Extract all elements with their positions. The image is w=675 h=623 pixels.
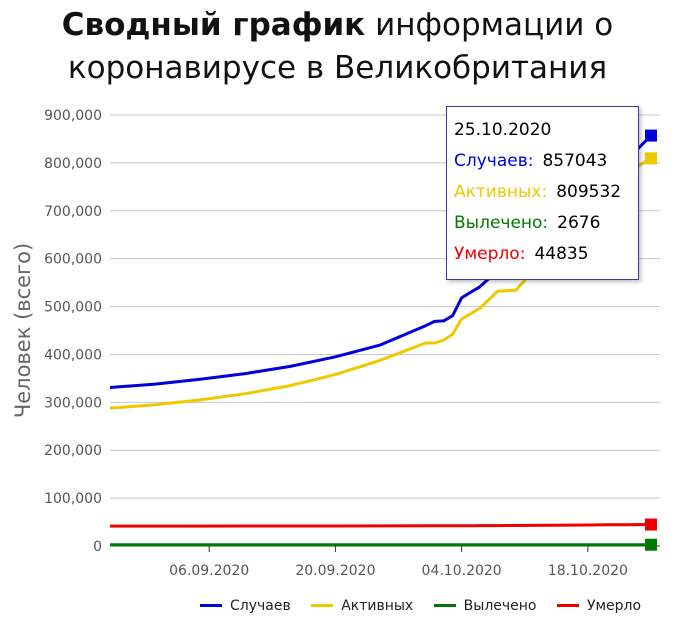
legend-item-active[interactable]: Активных — [311, 598, 413, 614]
series-lines — [109, 129, 657, 551]
axes: 0 100,000 200,000 300,000 400,000 500,000 600,… — [11, 108, 628, 579]
legend-swatch-deaths — [556, 603, 579, 607]
x-tick-label-0: 06.09.2020 — [169, 563, 249, 579]
x-tick-label-2: 04.10.2020 — [422, 563, 502, 579]
tooltip-row-recovered: Вылечено: 2676 — [454, 211, 638, 242]
y-tick-label-5: 500,000 — [44, 300, 102, 316]
legend-item-deaths[interactable]: Умерло — [556, 598, 642, 614]
tooltip-value-cases: 857043 — [542, 151, 608, 171]
tooltip-date: 25.10.2020 — [454, 120, 552, 140]
legend-swatch-cases — [200, 603, 222, 607]
y-tick-label-4: 400,000 — [44, 347, 102, 363]
tooltip-label-cases: Случаев: — [454, 151, 534, 171]
y-axis-label: Человек (всего) — [11, 243, 35, 418]
tooltip-value-recovered: 2676 — [557, 213, 601, 233]
tooltip-label-recovered: Вылечено: — [454, 213, 549, 233]
grid-lines — [110, 114, 660, 547]
chart-title-bold: Сводный график — [61, 7, 366, 43]
tooltip-value-deaths: 44835 — [534, 244, 589, 264]
chart-title: Сводный график информации о коронавирусе… — [0, 4, 675, 90]
series-marker-active — [644, 152, 657, 165]
chart-legend: Случаев Активных Вылечено Умерло — [200, 598, 641, 620]
y-tick-label-0: 0 — [93, 539, 102, 555]
legend-item-cases[interactable]: Случаев — [200, 598, 291, 614]
tooltip-row-active: Активных: 809532 — [454, 180, 638, 211]
hover-tooltip: 25.10.2020 Случаев: 857043 Активных: 80953… — [446, 106, 639, 280]
series-marker-recovered — [644, 538, 657, 551]
series-line-deaths — [110, 523, 652, 528]
series-marker-cases — [644, 129, 657, 142]
chart-title-rest: информации о — [375, 7, 614, 43]
y-tick-label-7: 700,000 — [44, 204, 102, 220]
tooltip-label-deaths: Умерло: — [454, 244, 526, 264]
y-tick-label-6: 600,000 — [44, 252, 102, 268]
legend-label-deaths: Умерло — [586, 598, 642, 614]
series-marker-deaths — [644, 518, 657, 531]
chart-title-line2: коронавирусе в Великобритания — [67, 50, 608, 86]
legend-label-recovered: Вылечено — [463, 598, 537, 614]
tooltip-row-deaths: Умерло: 44835 — [454, 242, 638, 273]
legend-swatch-active — [311, 603, 334, 607]
y-tick-label-8: 800,000 — [44, 156, 102, 172]
tooltip-row-cases: Случаев: 857043 — [454, 149, 638, 180]
tooltip-label-active: Активных: — [454, 182, 548, 202]
legend-label-cases: Случаев — [230, 598, 291, 614]
legend-swatch-recovered — [433, 603, 456, 607]
tooltip-value-active: 809532 — [556, 182, 622, 202]
y-tick-label-1: 100,000 — [44, 491, 102, 507]
x-tick-label-1: 20.09.2020 — [295, 563, 375, 579]
y-tick-label-2: 200,000 — [44, 443, 102, 459]
y-tick-label-3: 300,000 — [44, 395, 102, 411]
x-tick-label-3: 18.10.2020 — [548, 563, 628, 579]
y-tick-label-9: 900,000 — [44, 108, 102, 124]
legend-item-recovered[interactable]: Вылечено — [433, 598, 537, 614]
legend-label-active: Активных — [341, 598, 414, 614]
